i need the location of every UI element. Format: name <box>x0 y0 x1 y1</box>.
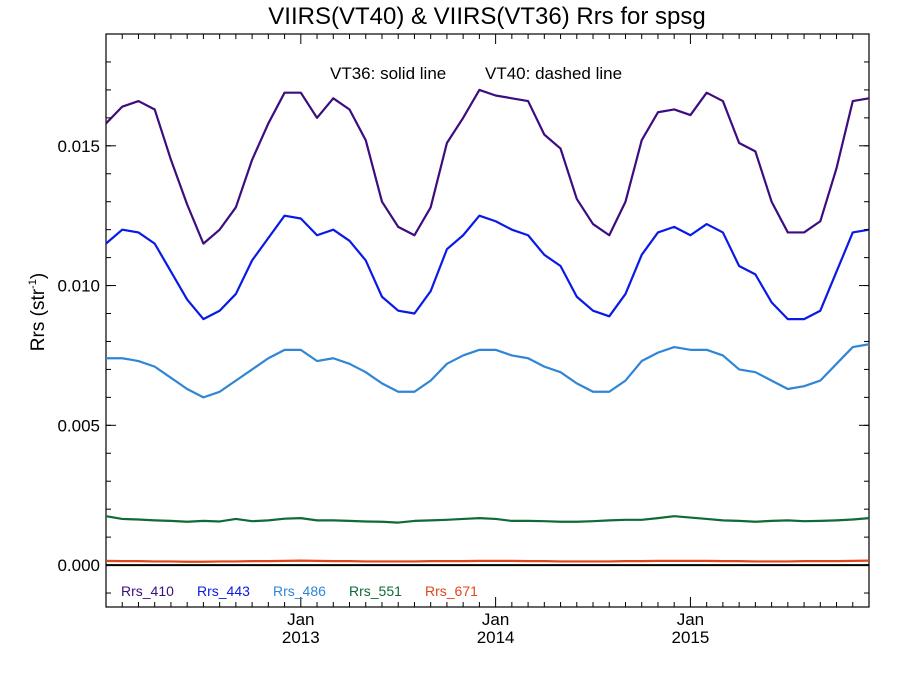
annotation-solid: VT36: solid line <box>330 64 446 83</box>
y-axis-label-close: ) <box>28 273 49 279</box>
x-tick-label-month: Jan <box>677 610 704 629</box>
legend-item-rrs-486: Rrs_486 <box>273 583 326 599</box>
series-line-rrs-551 <box>105 515 870 524</box>
y-axis-ticks: 0.000 0.005 0.010 0.015 <box>57 61 869 594</box>
legend: Rrs_410 Rrs_443 Rrs_486 Rrs_551 Rrs_671 <box>121 583 478 599</box>
x-tick-label-year: 2015 <box>672 628 710 647</box>
series-line-rrs-486 <box>106 343 870 399</box>
series-line-rrs-671 <box>105 559 870 563</box>
series-line-rrs-410 <box>105 88 870 245</box>
annotation-dashed: VT40: dashed line <box>485 64 622 83</box>
y-tick-label: 0.000 <box>57 556 100 575</box>
y-tick-label: 0.005 <box>57 416 100 435</box>
y-axis-label: Rrs (str-1) <box>27 273 49 351</box>
legend-item-rrs-443: Rrs_443 <box>197 583 250 599</box>
y-tick-label: 0.015 <box>57 137 100 156</box>
y-axis-label-superscript: -1 <box>27 279 39 289</box>
series-line-rrs-443 <box>105 214 870 321</box>
x-tick-label-year: 2013 <box>282 628 320 647</box>
plot-frame <box>105 33 870 608</box>
y-tick-label: 0.010 <box>57 277 100 296</box>
plot-border <box>105 33 870 608</box>
series-lines <box>105 88 870 563</box>
x-tick-label-month: Jan <box>482 610 509 629</box>
legend-item-rrs-671: Rrs_671 <box>425 583 478 599</box>
legend-item-rrs-410: Rrs_410 <box>121 583 174 599</box>
legend-item-rrs-551: Rrs_551 <box>349 583 402 599</box>
x-tick-label-month: Jan <box>287 610 314 629</box>
x-tick-label-year: 2014 <box>477 628 515 647</box>
chart-title: VIIRS(VT40) & VIIRS(VT36) Rrs for spsg <box>268 3 705 30</box>
